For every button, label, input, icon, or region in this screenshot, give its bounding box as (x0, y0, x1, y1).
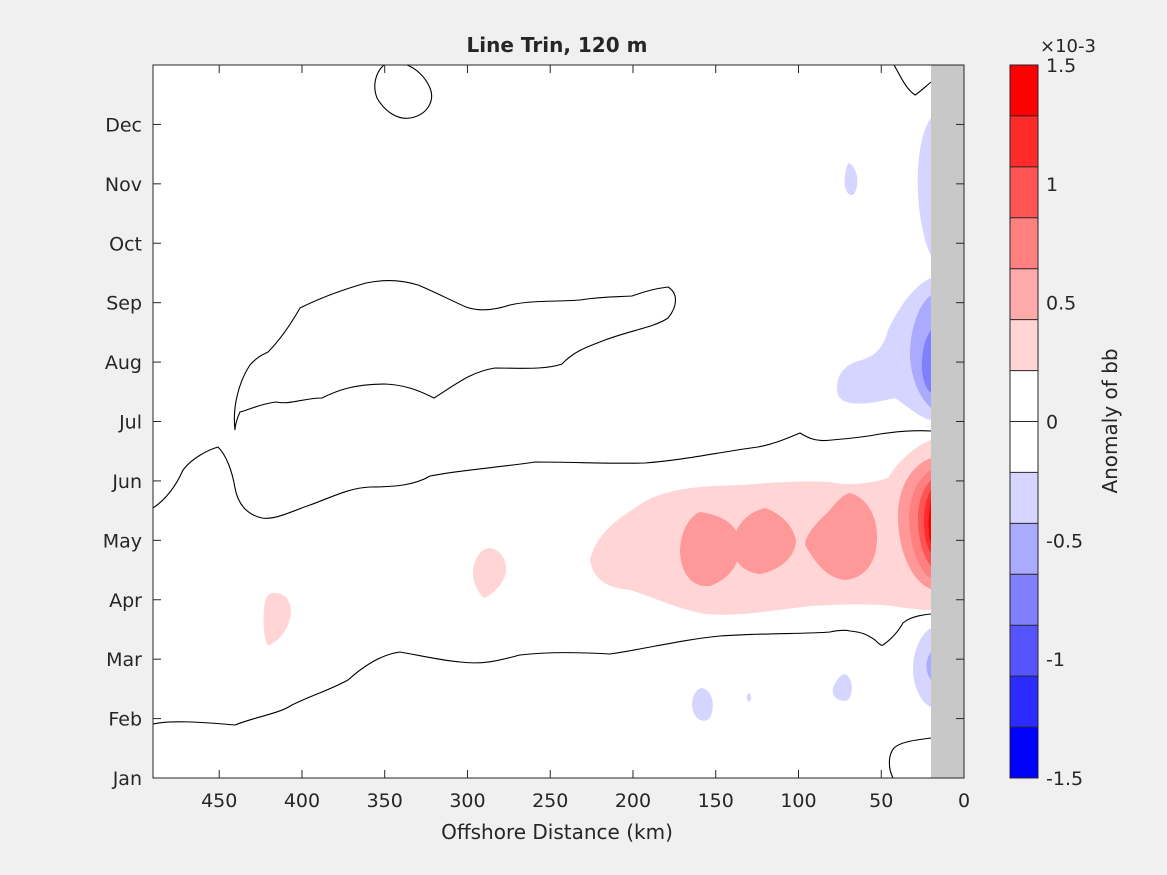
positive-anomaly-may-spot (472, 548, 507, 598)
colorbar-segment (1010, 727, 1038, 778)
x-tick-label: 50 (869, 790, 893, 812)
colorbar-frame (1009, 64, 1039, 779)
y-tick-label: Jul (118, 412, 142, 434)
positive-anomaly-segment-3 (805, 493, 878, 580)
x-axis-label: Offshore Distance (km) (441, 820, 673, 844)
y-tick-label: Oct (109, 233, 142, 255)
colorbar-segment (1010, 268, 1038, 320)
y-axis: Jan Feb Mar Apr May Jun Jul Aug Sep Oct Nov Dec (103, 114, 964, 790)
colorbar-segment (1010, 115, 1038, 167)
zero-contour-jan (888, 737, 932, 778)
positive-anomaly-segment-1 (680, 512, 741, 587)
zero-contour-jun-band (153, 430, 932, 519)
colorbar-segment (1010, 472, 1038, 524)
negative-anomaly-summer-weak (837, 278, 931, 420)
y-tick-label: Nov (105, 174, 142, 196)
positive-anomaly-coastal-core (928, 500, 931, 544)
x-tick-label: 350 (367, 790, 403, 812)
x-tick-label: 100 (780, 790, 816, 812)
negative-anomaly-feb-spot-3 (746, 693, 752, 702)
y-tick-label: Aug (105, 352, 142, 374)
colorbar-segment (1010, 625, 1038, 677)
x-tick-label: 300 (449, 790, 485, 812)
y-tick-label: Feb (108, 709, 142, 731)
positive-anomaly-segment-2 (732, 508, 796, 574)
colorbar-segment (1010, 574, 1038, 626)
colorbar-segment (1010, 421, 1038, 473)
colorbar-segment (1010, 65, 1038, 116)
colorbar-segment (1010, 523, 1038, 575)
positive-anomaly-apr-spot (263, 592, 291, 646)
colorbar (1010, 65, 1038, 778)
colorbar-exponent: ×10-3 (1040, 36, 1096, 57)
y-tick-label: Dec (105, 114, 142, 136)
colorbar-tick-label: -1 (1046, 649, 1065, 671)
colorbar-segment (1010, 676, 1038, 728)
plot-area (153, 65, 964, 778)
x-tick-label: 250 (532, 790, 568, 812)
colorbar-segment (1010, 217, 1038, 269)
negative-anomaly-feb-spot-2 (832, 674, 852, 701)
y-tick-label: Jan (112, 768, 142, 790)
y-tick-label: Apr (109, 590, 142, 612)
positive-anomaly-coastal-4 (924, 490, 931, 553)
x-tick-label: 400 (284, 790, 320, 812)
negative-anomaly-feb-spot-1 (692, 688, 713, 721)
negative-anomaly-coastal-spring-core (926, 652, 931, 680)
x-tick-label: 0 (958, 790, 970, 812)
colorbar-segment (1010, 166, 1038, 218)
colorbar-tick-label: 0.5 (1046, 293, 1076, 315)
colorbar-segment (1010, 319, 1038, 371)
y-tick-label: Sep (106, 293, 142, 315)
zero-contour-top-right (893, 65, 932, 96)
negative-anomaly-coastal-spring (912, 628, 931, 707)
x-axis: 450 400 350 300 250 200 150 100 50 0 (201, 65, 970, 812)
x-tick-label: 450 (201, 790, 237, 812)
colorbar-segment (1010, 370, 1038, 422)
x-tick-label: 200 (615, 790, 651, 812)
zero-contour-mar-band (153, 613, 932, 726)
y-tick-label: Jun (111, 471, 142, 493)
colorbar-tick-label: 1 (1046, 174, 1058, 196)
colorbar-label: Anomaly of bb (1098, 348, 1122, 493)
y-tick-label: May (103, 530, 142, 552)
y-tick-label: Mar (106, 649, 142, 671)
colorbar-tick-label: -0.5 (1046, 530, 1083, 552)
zero-contour-summer-loop (233, 280, 677, 431)
chart-title: Line Trin, 120 m (467, 33, 648, 57)
colorbar-tick-label: 1.5 (1046, 55, 1076, 77)
colorbar-tick-label: 0 (1046, 412, 1058, 434)
negative-anomaly-coastal-winter (917, 118, 931, 255)
zero-contour-dec-loop (374, 65, 433, 119)
x-tick-label: 150 (698, 790, 734, 812)
colorbar-ticks: -1.5 -1 -0.5 0 0.5 1 1.5 (1046, 55, 1083, 790)
colorbar-tick-label: -1.5 (1046, 768, 1083, 790)
negative-anomaly-summer-core (921, 330, 931, 393)
negative-anomaly-nov-spot (844, 163, 858, 195)
